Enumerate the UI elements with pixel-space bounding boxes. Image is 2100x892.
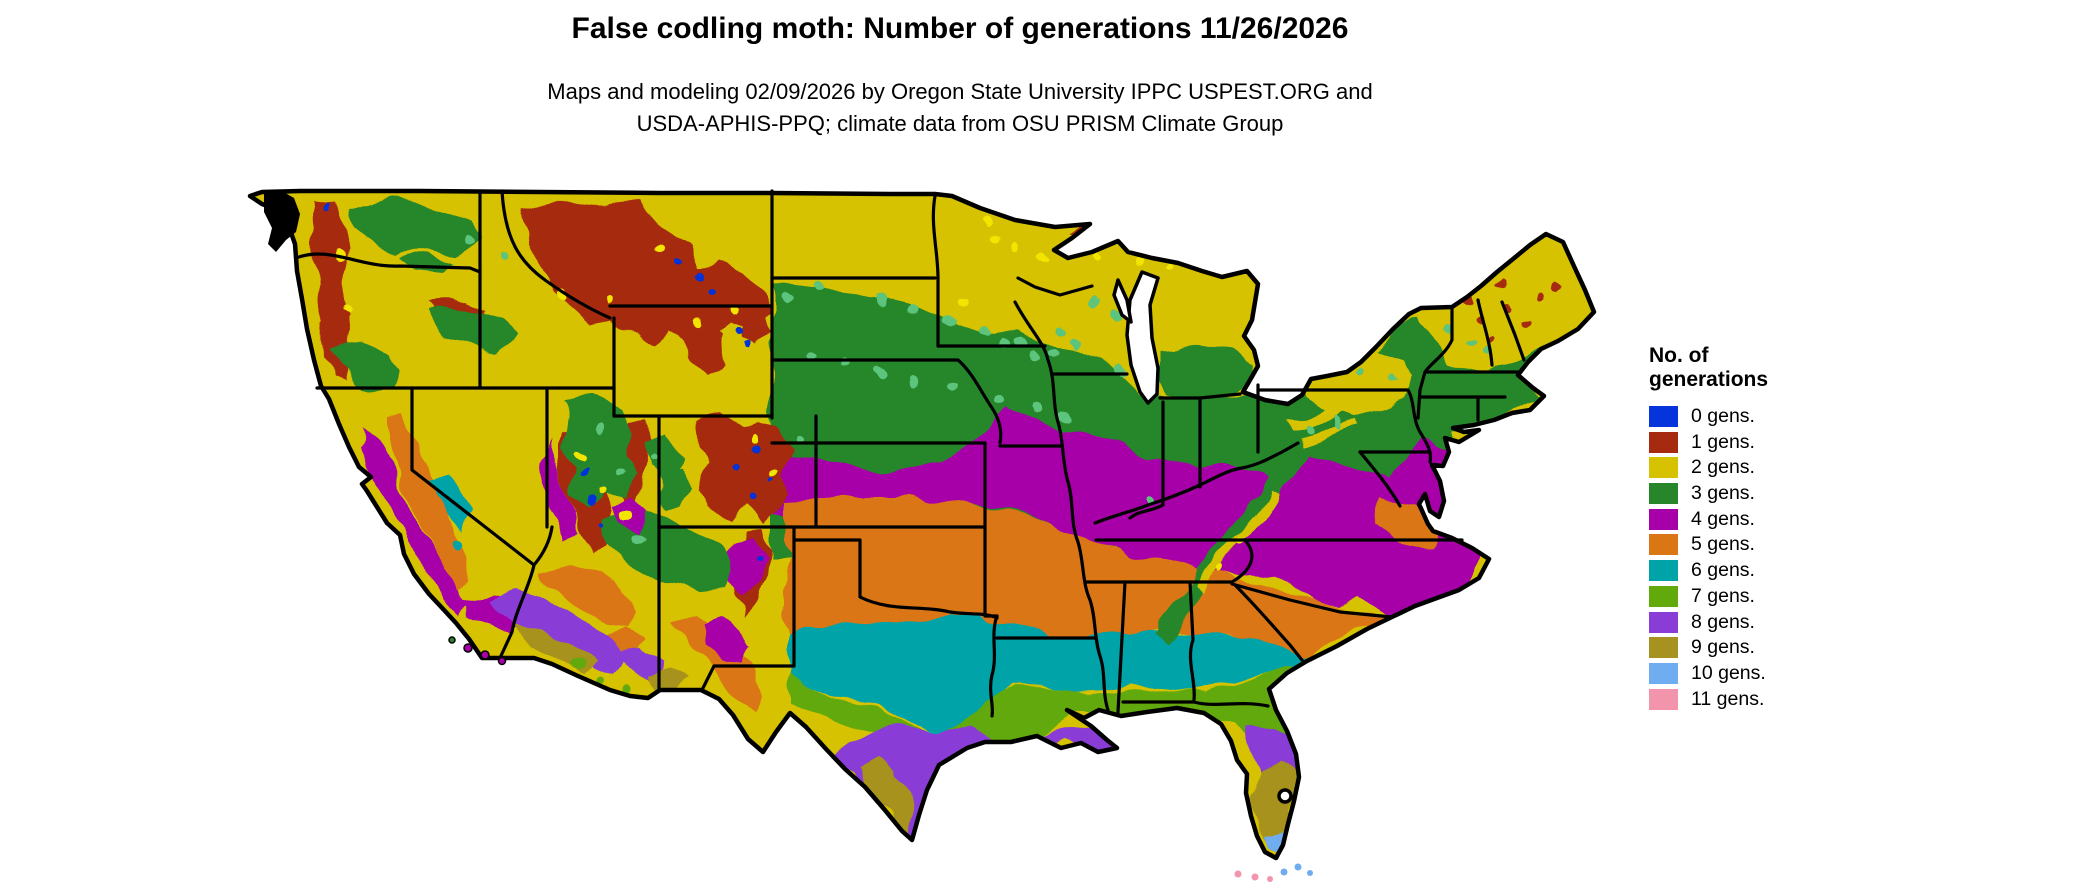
- map-title: False codling moth: Number of generation…: [571, 12, 1349, 45]
- legend-label: 9 gens.: [1691, 636, 1755, 659]
- legend-item-11-gens: 11 gens.: [1649, 687, 1909, 710]
- legend-label: 0 gens.: [1691, 405, 1755, 427]
- legend-label: 2 gens.: [1691, 456, 1755, 479]
- band-7-gens: [788, 654, 1328, 752]
- region-sw-desert-8-gens: [488, 592, 625, 672]
- legend-label: 6 gens.: [1691, 559, 1755, 582]
- us-outline: [247, 188, 1597, 861]
- region-texas-tip-9-gens: [860, 762, 912, 840]
- legend-label: 10 gens.: [1691, 661, 1766, 684]
- legend-label: 11 gens.: [1691, 687, 1765, 710]
- legend-item-1-gens: 1 gens.: [1649, 430, 1909, 453]
- map-subtitle-line1: Maps and modeling 02/09/2026 by Oregon S…: [547, 79, 1373, 104]
- region-colorado-rockies-1-gen: [695, 415, 792, 525]
- legend-swatch: [1649, 508, 1678, 530]
- legend-swatch: [1649, 560, 1678, 582]
- legend-item-0-gens: 0 gens.: [1649, 405, 1909, 427]
- legend-item-3-gens: 3 gens.: [1649, 482, 1909, 505]
- florida-keys: [1234, 863, 1313, 882]
- map-subtitle: Maps and modeling 02/09/2026 by Oregon S…: [0, 76, 1920, 140]
- legend-swatch: [1649, 406, 1678, 427]
- legend-swatch: [1649, 637, 1678, 659]
- legend-title-line2: generations: [1649, 368, 1769, 391]
- legend-swatch: [1649, 585, 1678, 607]
- region-nevada-green: [560, 398, 640, 508]
- band-5-gens: [788, 497, 1500, 660]
- region-washington-green: [352, 202, 480, 255]
- legend-item-8-gens: 8 gens.: [1649, 610, 1909, 633]
- legend-label: 1 gens.: [1691, 430, 1755, 453]
- lake-michigan: [1125, 270, 1160, 405]
- legend-label: 7 gens.: [1691, 584, 1755, 607]
- region-cascades-1-gen: [312, 198, 350, 330]
- region-mogollon-green: [598, 512, 735, 592]
- legend-label: 3 gens.: [1691, 482, 1755, 505]
- puget-sound: [264, 190, 300, 252]
- map-fill-layers: [250, 191, 1594, 858]
- channel-islands: [448, 636, 507, 666]
- legend-swatch: [1649, 611, 1678, 633]
- lake-okeechobee: [1277, 788, 1293, 804]
- legend-item-4-gens: 4 gens.: [1649, 507, 1909, 530]
- green-bay: [1112, 278, 1133, 324]
- legend-item-2-gens: 2 gens.: [1649, 456, 1909, 479]
- legend-label: 5 gens.: [1691, 533, 1755, 556]
- band-6-gens: [788, 611, 1428, 740]
- legend-swatch: [1649, 431, 1678, 453]
- region-south-texas-8-gens: [833, 728, 1005, 842]
- region-new-england-2-gens: [1418, 235, 1593, 372]
- legend-swatch: [1649, 688, 1678, 710]
- region-west-texas-5-gens: [668, 615, 762, 712]
- legend-swatch: [1649, 662, 1678, 684]
- legend: No. of generations 0 gens. 1 gens. 2 gens.…: [1649, 344, 1909, 710]
- state-borders: [294, 189, 1526, 718]
- region-central-valley-5-gens: [388, 415, 468, 588]
- great-lakes: [1112, 270, 1293, 804]
- legend-swatch: [1649, 534, 1678, 556]
- map-subtitle-line2: USDA-APHIS-PPQ; climate data from OSU PR…: [636, 111, 1284, 136]
- legend-label: 4 gens.: [1691, 507, 1755, 530]
- legend-item-7-gens: 7 gens.: [1649, 584, 1909, 607]
- region-arizona-desert-5-gens: [540, 565, 640, 625]
- legend-swatch: [1649, 457, 1678, 479]
- legend-item-9-gens: 9 gens.: [1649, 636, 1909, 659]
- legend-label: 8 gens.: [1691, 610, 1755, 633]
- region-michigan-lp-3-gens: [1160, 345, 1252, 400]
- legend-swatch: [1649, 483, 1678, 505]
- legend-item-5-gens: 5 gens.: [1649, 533, 1909, 556]
- legend-title: No. of generations: [1649, 344, 1909, 392]
- region-northern-rockies-1-gen: [520, 200, 770, 360]
- legend-item-10-gens: 10 gens.: [1649, 661, 1909, 684]
- region-california-coast-magenta: [360, 428, 468, 618]
- legend-items: 0 gens. 1 gens. 2 gens. 3 gens. 4 gens. 5 gen…: [1649, 405, 1909, 710]
- legend-item-6-gens: 6 gens.: [1649, 559, 1909, 582]
- legend-title-line1: No. of: [1649, 344, 1709, 367]
